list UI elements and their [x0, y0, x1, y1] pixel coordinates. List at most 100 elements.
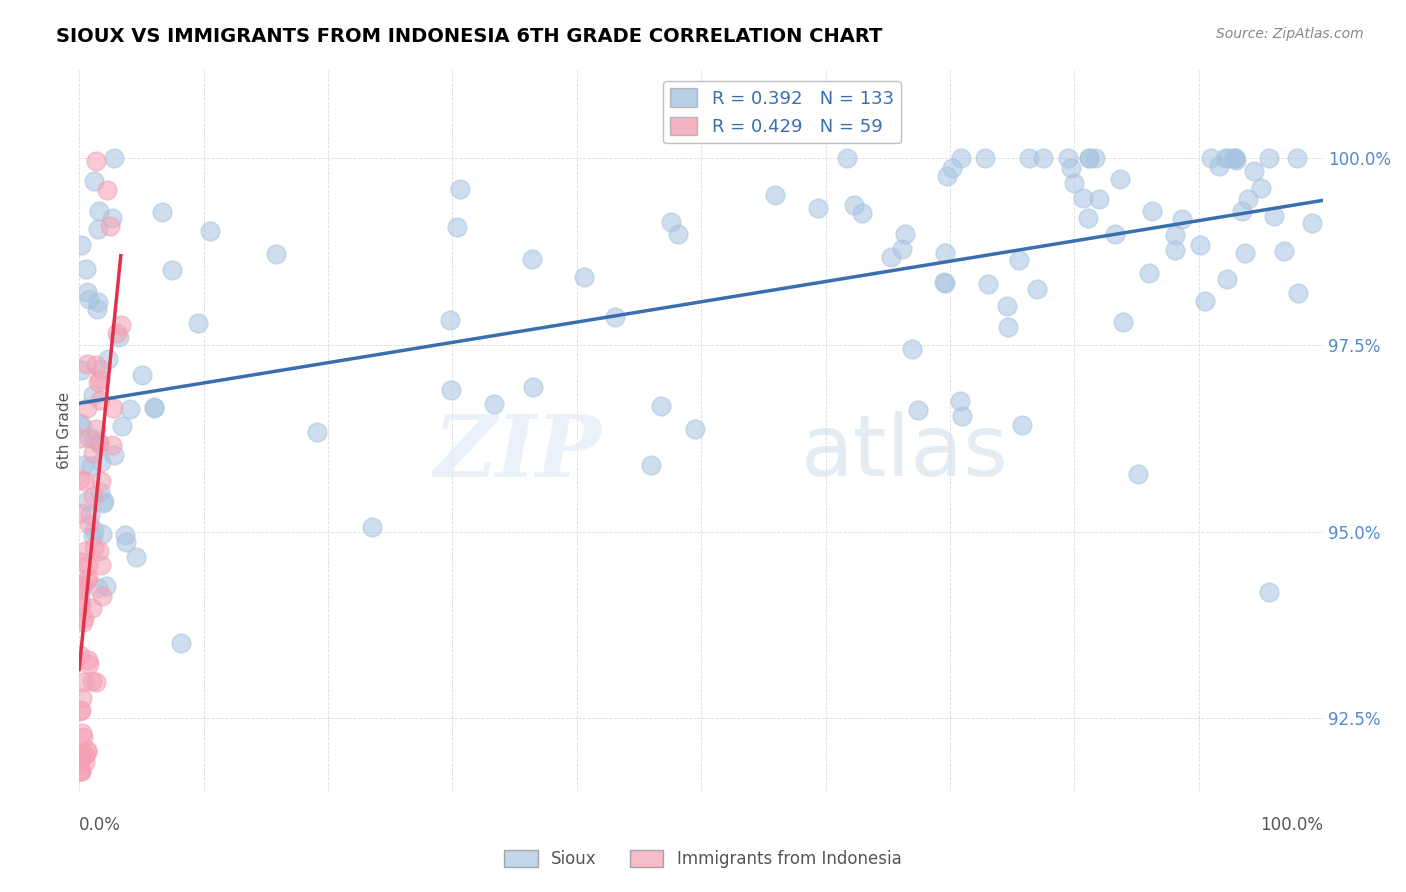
Point	[142, 401, 165, 416]
Point	[439, 313, 461, 327]
Point	[70, 237, 93, 252]
Point	[440, 383, 463, 397]
Point	[69, 648, 91, 662]
Point	[844, 198, 866, 212]
Point	[76, 573, 98, 587]
Point	[763, 188, 786, 202]
Point	[76, 743, 98, 757]
Point	[77, 653, 100, 667]
Point	[1063, 176, 1085, 190]
Point	[603, 310, 626, 325]
Point	[650, 399, 672, 413]
Point	[96, 183, 118, 197]
Point	[118, 401, 141, 416]
Point	[950, 151, 973, 165]
Legend: Sioux, Immigrants from Indonesia: Sioux, Immigrants from Indonesia	[498, 843, 908, 875]
Point	[1225, 153, 1247, 167]
Y-axis label: 6th Grade: 6th Grade	[58, 392, 72, 469]
Point	[70, 419, 93, 434]
Point	[264, 247, 287, 261]
Point	[162, 263, 184, 277]
Point	[76, 285, 98, 300]
Point	[69, 764, 91, 778]
Point	[77, 292, 100, 306]
Point	[72, 675, 94, 690]
Point	[84, 422, 107, 436]
Point	[79, 508, 101, 522]
Point	[76, 571, 98, 585]
Point	[936, 169, 959, 183]
Point	[1078, 151, 1101, 165]
Point	[87, 435, 110, 450]
Point	[1032, 151, 1054, 165]
Point	[1018, 151, 1040, 165]
Point	[70, 363, 93, 377]
Point	[82, 529, 104, 543]
Point	[73, 544, 96, 558]
Point	[1163, 243, 1185, 257]
Point	[907, 403, 929, 417]
Point	[111, 419, 134, 434]
Point	[170, 635, 193, 649]
Point	[69, 591, 91, 606]
Point	[446, 220, 468, 235]
Point	[1263, 209, 1285, 223]
Point	[76, 357, 98, 371]
Point	[1126, 467, 1149, 481]
Point	[70, 555, 93, 569]
Point	[110, 318, 132, 332]
Point	[572, 270, 595, 285]
Point	[89, 484, 111, 499]
Point	[1007, 253, 1029, 268]
Point	[1223, 151, 1246, 165]
Point	[69, 599, 91, 613]
Point	[69, 472, 91, 486]
Point	[69, 705, 91, 719]
Point	[90, 455, 112, 469]
Point	[76, 493, 98, 508]
Text: Source: ZipAtlas.com: Source: ZipAtlas.com	[1216, 27, 1364, 41]
Point	[90, 362, 112, 376]
Point	[69, 431, 91, 445]
Point	[1084, 151, 1107, 165]
Point	[89, 392, 111, 407]
Point	[103, 448, 125, 462]
Point	[84, 358, 107, 372]
Point	[72, 690, 94, 705]
Text: ZIP: ZIP	[433, 411, 602, 494]
Point	[1071, 191, 1094, 205]
Point	[87, 222, 110, 236]
Point	[76, 744, 98, 758]
Point	[1218, 151, 1240, 165]
Text: 100.0%: 100.0%	[1260, 815, 1323, 833]
Point	[1164, 227, 1187, 242]
Point	[73, 610, 96, 624]
Point	[1223, 151, 1246, 165]
Point	[1194, 294, 1216, 309]
Point	[1250, 181, 1272, 195]
Point	[77, 431, 100, 445]
Point	[974, 151, 997, 165]
Point	[72, 578, 94, 592]
Point	[1223, 151, 1246, 165]
Point	[1199, 151, 1222, 165]
Point	[1258, 585, 1281, 599]
Point	[1237, 192, 1260, 206]
Point	[101, 437, 124, 451]
Text: SIOUX VS IMMIGRANTS FROM INDONESIA 6TH GRADE CORRELATION CHART: SIOUX VS IMMIGRANTS FROM INDONESIA 6TH G…	[56, 27, 883, 45]
Point	[187, 316, 209, 330]
Point	[70, 582, 93, 596]
Point	[76, 401, 98, 415]
Point	[75, 262, 97, 277]
Point	[305, 425, 328, 439]
Point	[70, 506, 93, 520]
Point	[86, 375, 108, 389]
Point	[90, 558, 112, 573]
Point	[82, 489, 104, 503]
Point	[950, 409, 973, 424]
Point	[934, 246, 956, 260]
Point	[77, 558, 100, 572]
Point	[77, 657, 100, 672]
Point	[1285, 151, 1308, 165]
Point	[82, 446, 104, 460]
